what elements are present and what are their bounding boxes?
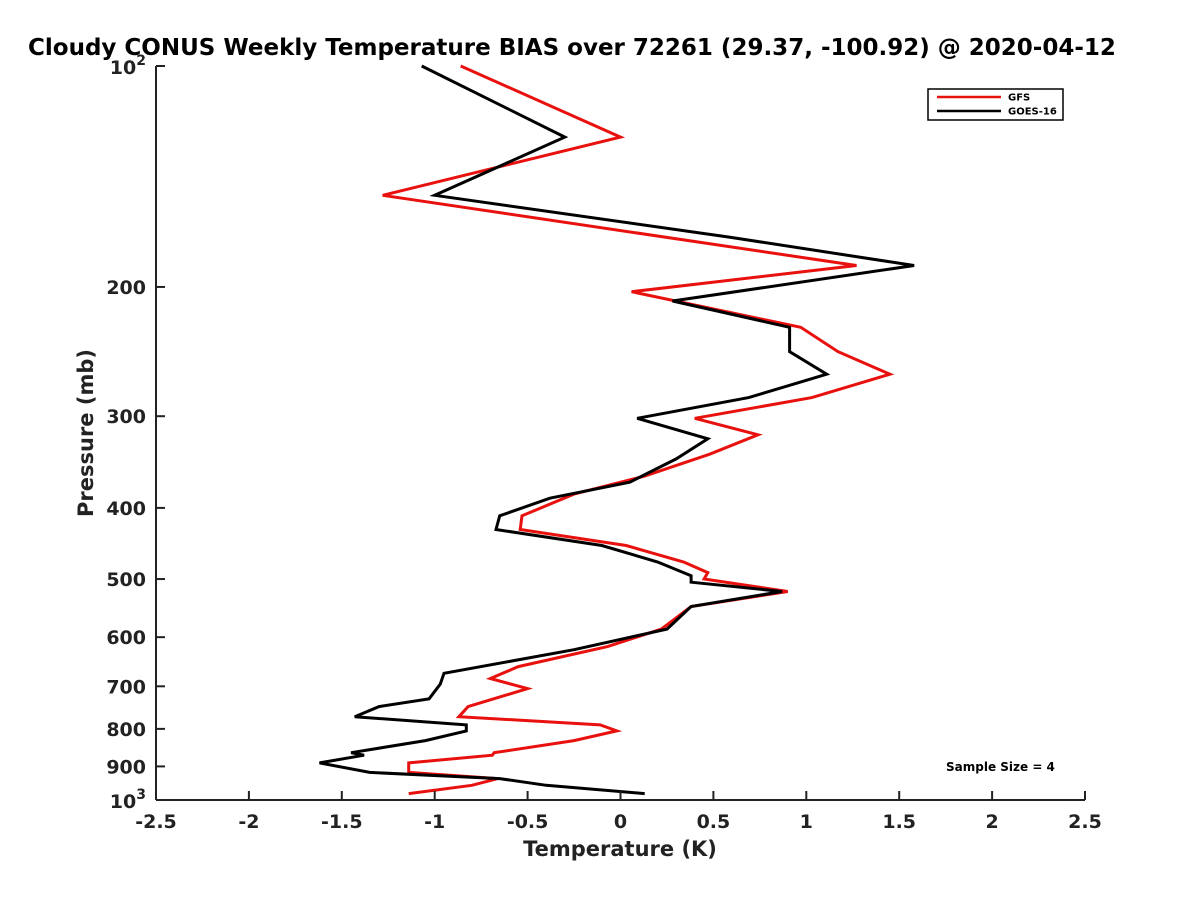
legend-label-goes16: GOES-16 — [1008, 107, 1057, 118]
x-tick-label: -0.5 — [507, 811, 549, 833]
axes-layer: -2.5 -2 -1.5 -1 -0.5 0 0.5 1 1.5 2 2.5 102 200 300 400… — [106, 53, 1102, 833]
x-tick-label: -1 — [424, 811, 445, 833]
y-tick-label: 102 — [110, 53, 146, 79]
legend: GFS GOES-16 — [927, 88, 1064, 121]
x-tick-label: -2 — [238, 811, 259, 833]
series-line-gfs — [382, 64, 895, 796]
y-tick-label: 700 — [106, 676, 146, 698]
y-tick-label: 800 — [106, 719, 146, 741]
y-tick-label: 300 — [106, 406, 146, 428]
sample-size-annotation: Sample Size = 4 — [946, 760, 1055, 774]
x-tick-label: -2.5 — [135, 811, 177, 833]
x-tick-label: 2.5 — [1068, 811, 1102, 833]
y-axis-label: Pressure (mb) — [74, 349, 98, 517]
series-line-goes16 — [319, 64, 915, 796]
x-tick-label: -1.5 — [321, 811, 363, 833]
y-tick-label: 900 — [106, 756, 146, 778]
x-tick-label: 1.5 — [882, 811, 916, 833]
x-tick-label: 0 — [614, 811, 627, 833]
y-tick-label: 500 — [106, 569, 146, 591]
y-tick-label: 200 — [106, 277, 146, 299]
x-tick-label: 0.5 — [697, 811, 731, 833]
chart-title: Cloudy CONUS Weekly Temperature BIAS ove… — [28, 35, 1116, 61]
x-tick-label: 1 — [800, 811, 813, 833]
legend-label-gfs: GFS — [1008, 93, 1030, 104]
y-tick-label: 103 — [110, 787, 146, 813]
legend-box — [927, 88, 1064, 121]
series-layer — [319, 64, 915, 796]
x-tick-label: 2 — [985, 811, 998, 833]
x-axis-label: Temperature (K) — [523, 837, 717, 861]
y-tick-label: 600 — [106, 627, 146, 649]
y-tick-label: 400 — [106, 498, 146, 520]
